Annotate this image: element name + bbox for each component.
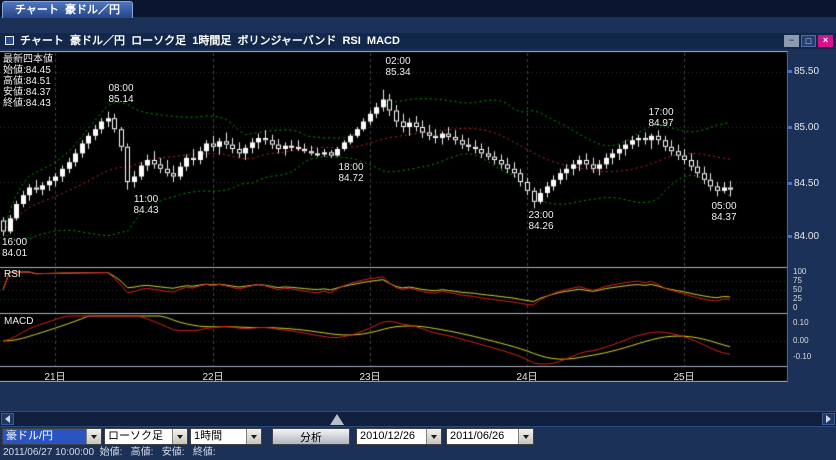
- date-label: 25日: [673, 372, 695, 383]
- pair-dropdown[interactable]: 豪ドル/円: [2, 428, 102, 445]
- tab-chart-audjpy[interactable]: チャート 豪ドル／円: [2, 1, 134, 18]
- price-axis-label: 84.50: [788, 178, 819, 189]
- window-title: チャート 豪ドル／円 ローソク足 1時間足 ボリンジャーバンド RSI MACD: [20, 35, 400, 47]
- status-bar: 2011/06/27 10:00:00 始値: 高値: 安値: 終値:: [3, 447, 216, 458]
- rsi-axis-value: 100: [793, 267, 807, 276]
- legend-open: 始値:84.45: [3, 65, 51, 76]
- horizontal-scrollbar[interactable]: [0, 411, 836, 427]
- chevron-down-icon: [523, 434, 529, 439]
- annotation-time: 02:00: [385, 56, 411, 67]
- legend-high: 高値:84.51: [3, 76, 51, 87]
- annotation-time: 16:00: [2, 237, 28, 248]
- annotation-price: 84.43: [133, 205, 159, 216]
- chart-annotation: 02:00 85.34: [377, 56, 419, 78]
- annotation-time: 23:00: [528, 210, 554, 221]
- price-tick-icon: [788, 235, 792, 238]
- legend-low: 安値:84.37: [3, 87, 51, 98]
- annotation-time: 08:00: [108, 83, 134, 94]
- scroll-left-button[interactable]: [1, 413, 14, 425]
- chart-annotation: 16:00 84.01: [2, 237, 44, 259]
- rsi-axis-value: 75: [793, 276, 802, 285]
- date-label: 24日: [516, 372, 538, 383]
- rsi-panel-label: RSI: [4, 269, 21, 280]
- window-controls: − □ ×: [784, 35, 833, 47]
- price-tick-icon: [788, 70, 792, 73]
- date-label: 21日: [44, 372, 66, 383]
- legend-close: 終値:84.43: [3, 98, 51, 109]
- rsi-axis-value: 0: [793, 303, 798, 312]
- scroll-right-icon: [826, 415, 831, 423]
- pair-dropdown-value: 豪ドル/円: [3, 429, 86, 444]
- annotation-price: 84.26: [528, 221, 554, 232]
- rsi-axis-value: 50: [793, 285, 802, 294]
- macd-panel-label: MACD: [4, 316, 34, 327]
- price-axis-value: 84.00: [794, 231, 820, 242]
- date-label: 23日: [359, 372, 381, 383]
- chart-annotation: 17:00 84.97: [640, 107, 682, 129]
- price-axis-label: 85.00: [788, 122, 819, 133]
- chart-type-dropdown-value: ローソク足: [105, 429, 172, 444]
- ohlc-legend: 最新四本値 始値:84.45 高値:84.51 安値:84.37 終値:84.4…: [3, 54, 53, 109]
- price-axis-label: 85.50: [788, 66, 819, 77]
- annotation-time: 11:00: [133, 194, 159, 205]
- chart-annotation: 08:00 85.14: [100, 83, 142, 105]
- chevron-down-icon: [91, 434, 97, 439]
- price-axis-value: 85.50: [794, 66, 820, 77]
- price-axis-label: 84.00: [788, 231, 819, 242]
- price-tick-icon: [788, 182, 792, 185]
- toolbar: 豪ドル/円 ローソク足 1時間 分析 2010/12/26 2011/06/26: [0, 427, 836, 447]
- chevron-down-icon: [251, 434, 257, 439]
- annotation-price: 85.34: [385, 67, 411, 78]
- macd-axis-value: -0.10: [793, 352, 812, 361]
- close-button[interactable]: ×: [818, 35, 833, 47]
- date-to-dropdown-value: 2011/06/26: [447, 429, 518, 444]
- chevron-down-icon: [177, 434, 183, 439]
- date-from-dropdown[interactable]: 2010/12/26: [356, 428, 442, 445]
- scrollbar-thumb[interactable]: [330, 414, 344, 425]
- interval-dropdown-button[interactable]: [246, 429, 261, 444]
- annotation-time: 17:00: [648, 107, 674, 118]
- annotation-price: 84.97: [648, 118, 674, 129]
- minimize-button[interactable]: −: [784, 35, 799, 47]
- analyze-button[interactable]: 分析: [272, 428, 350, 445]
- annotation-price: 84.01: [2, 248, 28, 259]
- interval-dropdown-value: 1時間: [191, 429, 246, 444]
- chart-type-dropdown[interactable]: ローソク足: [104, 428, 188, 445]
- chevron-down-icon: [431, 434, 437, 439]
- window-icon: [5, 36, 14, 45]
- price-tick-icon: [788, 126, 792, 129]
- scroll-right-button[interactable]: [822, 413, 835, 425]
- interval-dropdown[interactable]: 1時間: [190, 428, 262, 445]
- tab-bar: チャート 豪ドル／円: [0, 0, 836, 18]
- price-axis-value: 84.50: [794, 178, 820, 189]
- title-bar: チャート 豪ドル／円 ローソク足 1時間足 ボリンジャーバンド RSI MACD…: [0, 33, 836, 49]
- date-to-dropdown[interactable]: 2011/06/26: [446, 428, 534, 445]
- rsi-axis-value: 25: [793, 294, 802, 303]
- date-label: 22日: [202, 372, 224, 383]
- annotation-time: 05:00: [711, 201, 737, 212]
- pair-dropdown-button[interactable]: [86, 429, 101, 444]
- chart-annotation: 11:00 84.43: [125, 194, 167, 216]
- chart-annotation: 23:00 84.26: [520, 210, 562, 232]
- annotation-price: 84.72: [338, 173, 364, 184]
- maximize-button[interactable]: □: [801, 35, 816, 47]
- annotation-price: 85.14: [108, 94, 134, 105]
- annotation-price: 84.37: [711, 212, 737, 223]
- date-to-dropdown-button[interactable]: [518, 429, 533, 444]
- date-from-dropdown-value: 2010/12/26: [357, 429, 426, 444]
- price-chart-canvas[interactable]: [0, 51, 788, 382]
- macd-axis-value: 0.10: [793, 318, 809, 327]
- annotation-time: 18:00: [338, 162, 364, 173]
- chart-annotation: 18:00 84.72: [330, 162, 372, 184]
- date-from-dropdown-button[interactable]: [426, 429, 441, 444]
- chart-type-dropdown-button[interactable]: [172, 429, 187, 444]
- chart-annotation: 05:00 84.37: [703, 201, 745, 223]
- macd-axis-value: 0.00: [793, 336, 809, 345]
- price-axis-value: 85.00: [794, 122, 820, 133]
- legend-title: 最新四本値: [3, 54, 53, 65]
- scroll-left-icon: [5, 415, 10, 423]
